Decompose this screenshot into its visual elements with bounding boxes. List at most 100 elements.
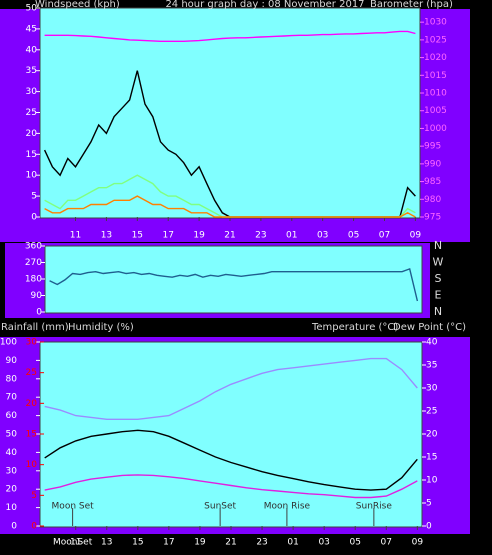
- x-tick-label: 01: [286, 231, 297, 241]
- y-tick-label: 70: [6, 393, 18, 403]
- x-tick-label: 07: [381, 538, 392, 548]
- y-tick-label: 1030: [424, 18, 447, 28]
- y-tick-label: 40: [426, 338, 438, 348]
- x-tick-label: 11: [70, 538, 81, 548]
- x-tick-label: 19: [194, 538, 206, 548]
- y-tick-label: 25: [26, 368, 37, 378]
- y-tick-label: 35: [26, 66, 37, 76]
- y-tick-label: 1015: [424, 71, 447, 81]
- y-tick-label: 1005: [424, 106, 447, 116]
- series-line: [49, 267, 419, 302]
- y-tick-label: 30: [26, 87, 38, 97]
- y-tick-label: 0: [426, 522, 432, 532]
- y-tick-label: 0: [31, 213, 37, 223]
- x-tick-label: 09: [412, 538, 424, 548]
- x-tick-label: 21: [224, 231, 235, 241]
- barometer-axis-title: Barometer (hpa): [370, 0, 453, 10]
- y-tick-label: 0: [31, 522, 37, 532]
- y-tick-label: 100: [0, 338, 17, 348]
- y-tick-label: 40: [26, 45, 38, 55]
- series-line: [44, 357, 418, 420]
- event-label: SunRise: [356, 502, 393, 512]
- y-tick-label: 1000: [424, 124, 447, 134]
- y-tick-label: 30: [6, 466, 18, 476]
- y-tick-label: 270: [25, 258, 42, 268]
- plot-temperature: [39, 341, 423, 528]
- y-tick-label: 980: [424, 195, 441, 205]
- series-line: [44, 429, 418, 491]
- y-tick-label: 15: [426, 453, 437, 463]
- y-tick-label: 90: [31, 291, 43, 301]
- x-tick-label: 07: [379, 231, 390, 241]
- rainfall-axis-title: Rainfall (mm): [1, 322, 69, 333]
- x-tick-label: 17: [163, 538, 174, 548]
- x-tick-label: 15: [132, 538, 143, 548]
- compass-label: N: [434, 239, 442, 252]
- x-tick-label: 11: [70, 231, 81, 241]
- y-tick-label: 15: [26, 150, 37, 160]
- x-tick-label: 09: [410, 231, 422, 241]
- y-tick-label: 50: [26, 4, 38, 14]
- y-tick-label: 90: [6, 356, 18, 366]
- y-tick-label: 975: [424, 213, 441, 223]
- plot-wind: [39, 7, 421, 219]
- x-tick-label: 23: [256, 538, 267, 548]
- y-tick-label: 10: [26, 171, 38, 181]
- wind-axis-title: Windspeed (kph): [35, 0, 120, 10]
- event-axis-label: MoonSet: [53, 538, 93, 548]
- y-tick-label: 0: [11, 522, 17, 532]
- series-line: [44, 195, 416, 218]
- y-tick-label: 5: [31, 491, 37, 501]
- y-tick-label: 30: [26, 338, 38, 348]
- y-tick-label: 1010: [424, 89, 447, 99]
- x-tick-label: 23: [255, 231, 266, 241]
- temperature-axis-title: Temperature (°C): [311, 322, 398, 333]
- compass-label: N: [434, 305, 442, 318]
- x-tick-label: 13: [101, 538, 112, 548]
- y-tick-label: 10: [26, 460, 38, 470]
- y-tick-label: 20: [426, 430, 438, 440]
- x-tick-label: 01: [287, 538, 298, 548]
- x-tick-label: 03: [318, 538, 329, 548]
- y-tick-label: 80: [6, 374, 18, 384]
- chart-title: 24 hour graph day : 08 November 2017: [165, 0, 364, 10]
- humidity-axis-title: Humidity (%): [68, 322, 134, 333]
- y-tick-label: 5: [31, 192, 37, 202]
- compass-label: W: [433, 256, 444, 269]
- y-tick-label: 20: [26, 399, 38, 409]
- y-tick-label: 25: [26, 108, 37, 118]
- compass-label: E: [435, 289, 442, 302]
- event-label: SunSet: [204, 502, 236, 512]
- x-tick-label: 05: [348, 231, 359, 241]
- y-tick-label: 25: [426, 407, 437, 417]
- y-tick-label: 360: [25, 242, 42, 252]
- x-tick-label: 15: [132, 231, 143, 241]
- y-tick-label: 30: [426, 384, 438, 394]
- y-tick-label: 990: [424, 159, 441, 169]
- y-tick-label: 45: [26, 24, 37, 34]
- x-tick-label: 21: [225, 538, 236, 548]
- series-line: [44, 30, 416, 42]
- x-tick-label: 17: [162, 231, 173, 241]
- y-tick-label: 10: [426, 476, 438, 486]
- y-tick-label: 10: [6, 503, 18, 513]
- y-tick-label: 1025: [424, 35, 447, 45]
- y-tick-label: 60: [6, 411, 18, 421]
- x-tick-label: 13: [101, 231, 112, 241]
- y-tick-label: 50: [6, 430, 18, 440]
- y-tick-label: 20: [6, 485, 18, 495]
- compass-label: S: [435, 272, 442, 285]
- dewpoint-axis-title: Dew Point (°C): [393, 322, 466, 333]
- event-label: Moon Rise: [264, 502, 311, 512]
- x-tick-label: 19: [193, 231, 205, 241]
- y-tick-label: 180: [25, 275, 42, 285]
- y-tick-label: 985: [424, 177, 441, 187]
- y-tick-label: 35: [426, 361, 437, 371]
- y-tick-label: 1020: [424, 53, 447, 63]
- x-tick-label: 05: [350, 538, 361, 548]
- y-tick-label: 40: [6, 448, 18, 458]
- x-tick-label: 03: [317, 231, 328, 241]
- y-tick-label: 995: [424, 142, 441, 152]
